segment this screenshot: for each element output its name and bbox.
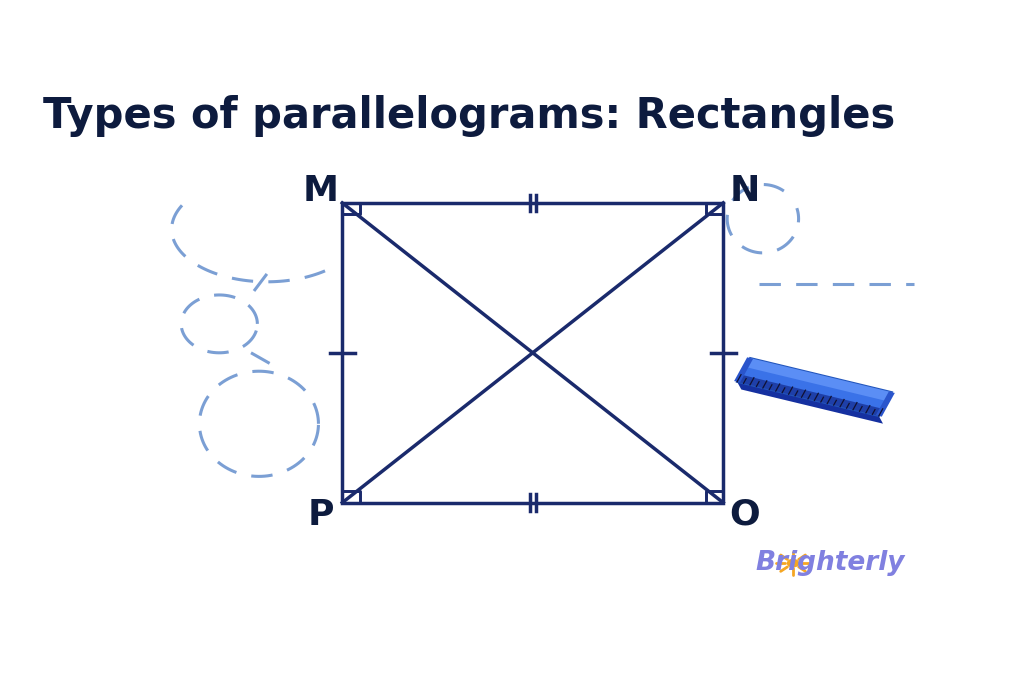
Circle shape (787, 559, 799, 567)
Text: N: N (729, 174, 760, 208)
Polygon shape (734, 357, 753, 382)
Polygon shape (745, 358, 892, 401)
Text: O: O (729, 497, 760, 531)
Text: Types of parallelograms: Rectangles: Types of parallelograms: Rectangles (43, 95, 895, 137)
Text: M: M (303, 174, 339, 208)
Polygon shape (737, 382, 883, 423)
Polygon shape (737, 358, 892, 416)
Bar (342, 203, 723, 503)
Text: P: P (307, 497, 334, 531)
Text: Brighterly: Brighterly (756, 550, 905, 576)
Polygon shape (876, 391, 895, 417)
Polygon shape (737, 375, 883, 416)
